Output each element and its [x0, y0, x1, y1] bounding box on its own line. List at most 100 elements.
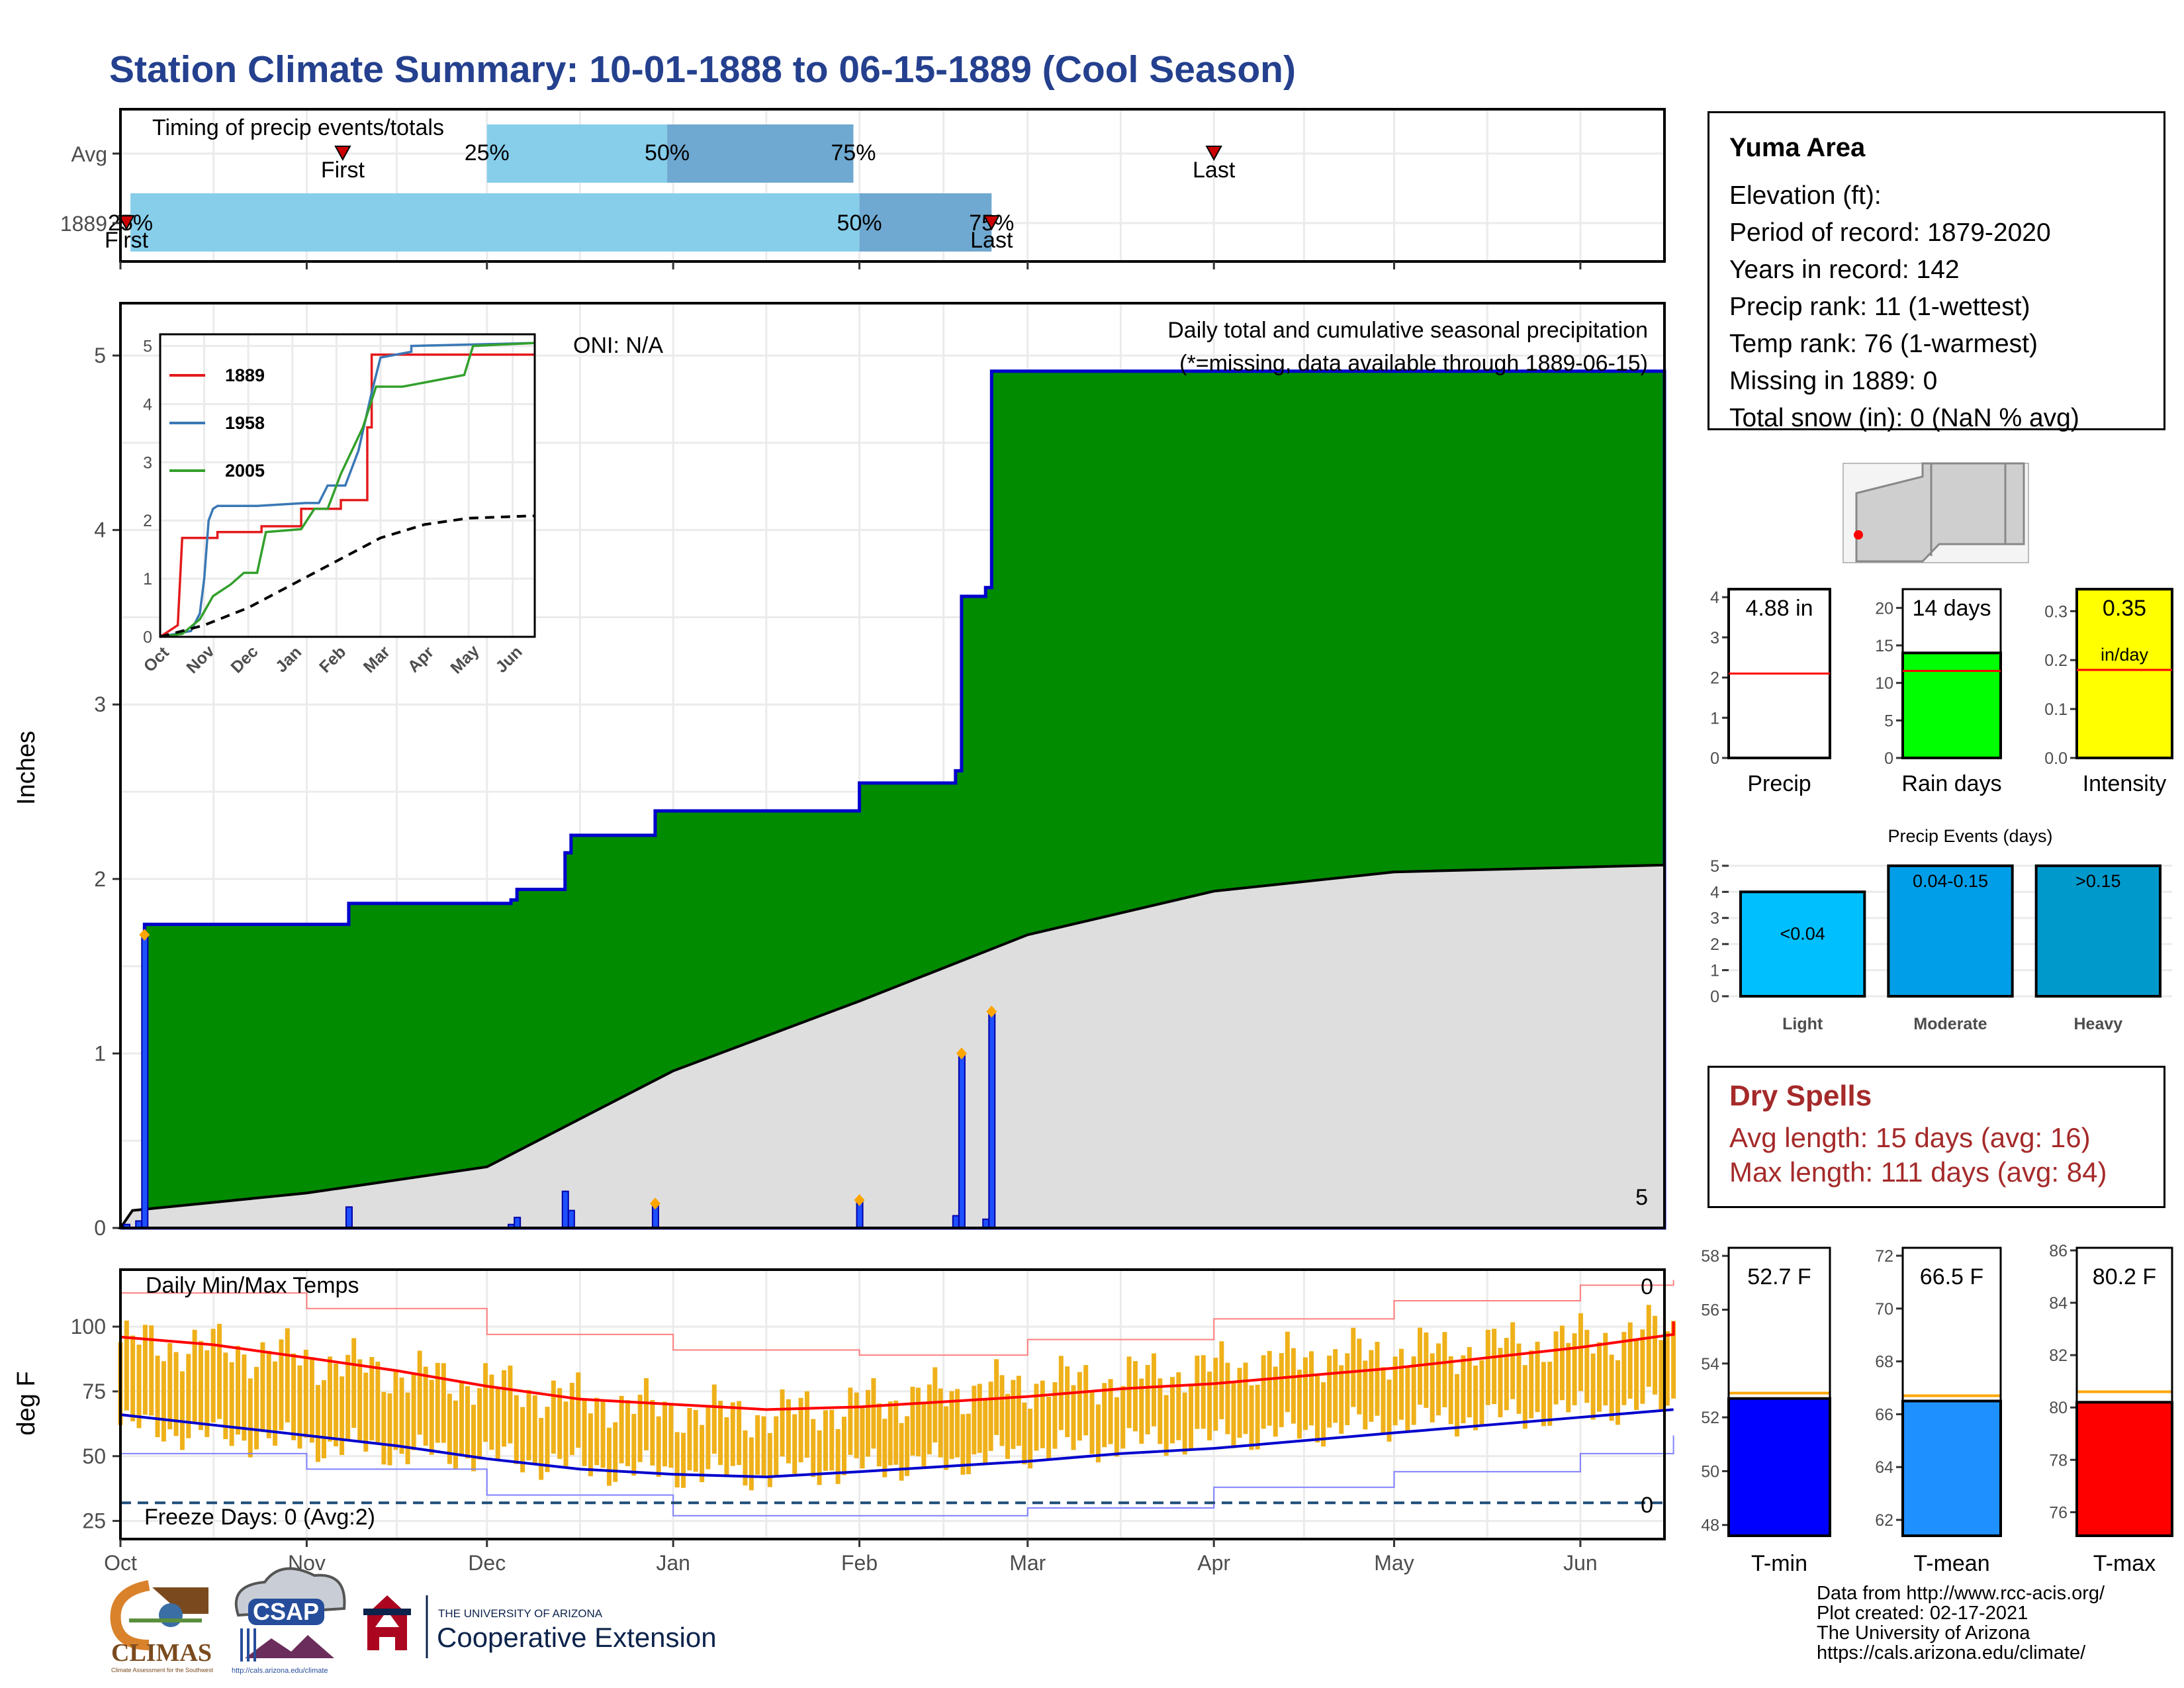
- daily-temp-bar: [1541, 1362, 1546, 1427]
- inset-ytick-label: 1: [143, 570, 152, 588]
- daily-temp-bar: [167, 1342, 173, 1430]
- daily-temp-bar: [743, 1430, 748, 1486]
- daily-temp-bar: [279, 1339, 284, 1430]
- temp-summary-ytick-label: 70: [1875, 1300, 1893, 1319]
- daily-temp-bar: [242, 1354, 247, 1441]
- temp-summary-ytick-label: 62: [1875, 1511, 1893, 1530]
- daily-temp-bar: [1609, 1354, 1614, 1421]
- temps-ytick-label-75: 75: [82, 1380, 106, 1403]
- daily-temp-bar: [223, 1352, 228, 1440]
- daily-temp-bar: [328, 1356, 333, 1442]
- daily-temp-bar: [1522, 1365, 1527, 1429]
- daily-temp-bar: [1102, 1383, 1107, 1448]
- daily-temp-bar: [1392, 1356, 1398, 1426]
- events-bar-Light: [1739, 890, 1866, 998]
- daily-temp-bar: [447, 1393, 452, 1464]
- temp-summary-ytick-label: 56: [1701, 1301, 1719, 1320]
- daily-temp-bar: [1065, 1366, 1070, 1438]
- daily-temp-bar: [435, 1362, 440, 1443]
- precip-subtitle: (*=missing, data available through 1889-…: [1179, 351, 1648, 376]
- daily-temp-bar: [569, 1382, 574, 1456]
- daily-temp-bar: [1145, 1364, 1150, 1434]
- daily-temp-bar: [1510, 1322, 1516, 1399]
- daily-temp-bar: [489, 1374, 494, 1450]
- daily-temp-bar: [345, 1354, 351, 1440]
- event-marker: [986, 1006, 997, 1018]
- daily-temp-bar: [798, 1397, 803, 1463]
- daily-temp-bar: [737, 1401, 742, 1466]
- events-bar-Moderate: [1887, 864, 2014, 998]
- daily-temp-bar: [582, 1399, 587, 1466]
- daily-temp-bar: [619, 1395, 624, 1464]
- daily-temp-bar: [459, 1380, 464, 1455]
- daily-temp-bar: [1132, 1361, 1138, 1432]
- daily-temp-bar: [955, 1389, 960, 1458]
- daily-temp-bar: [1436, 1343, 1441, 1416]
- events-ytick-label: 0: [1710, 988, 1719, 1006]
- timing-row-1889: 1889: [60, 212, 107, 236]
- inset-series-Normal: [159, 514, 535, 638]
- record-min-line: [120, 1435, 1674, 1517]
- daily-temp-bar: [1375, 1342, 1380, 1416]
- avg-bar-q25-q50: [486, 124, 668, 183]
- daily-temp-bar: [205, 1350, 210, 1437]
- daily-temp-bar: [811, 1419, 816, 1477]
- temp-summary-bar-T-max: [2075, 1401, 2173, 1537]
- daily-temp-bar: [315, 1385, 320, 1462]
- avg-last-label: Last: [1193, 158, 1236, 183]
- daily-temp-bar: [136, 1344, 142, 1429]
- temps-title: Daily Min/Max Temps: [146, 1273, 359, 1298]
- avg-first-marker: [334, 146, 351, 162]
- inset-legend-label-1889: 1889: [225, 365, 265, 385]
- event-marker: [139, 929, 150, 941]
- temps-panel: 25 50 75 100 Daily Min/Max Temps Freeze Days:…: [13, 1268, 1676, 1540]
- credit-data-source: Data from http://www.rcc-acis.org/: [1817, 1583, 2105, 1604]
- xtick-label-Feb: Feb: [841, 1551, 878, 1575]
- daily-temp-bar: [1089, 1392, 1095, 1454]
- daily-temp-bar: [1040, 1380, 1045, 1448]
- daily-temp-bar: [1621, 1332, 1627, 1405]
- daily-temp-bar: [236, 1346, 241, 1435]
- temp-summary-category-1: T-mean: [1913, 1551, 1989, 1576]
- precip-ytick-label-5: 5: [94, 344, 106, 367]
- daily-temp-bar: [1231, 1382, 1236, 1448]
- daily-temp-bar: [1291, 1348, 1296, 1424]
- xtick-label-May: May: [1374, 1551, 1414, 1575]
- info-temp-rank: Temp rank: 76 (1-warmest): [1729, 330, 2038, 358]
- info-years: Years in record: 142: [1729, 256, 1960, 284]
- daily-temp-bar: [841, 1417, 846, 1476]
- daily-temp-bar: [1005, 1393, 1010, 1459]
- daily-temp-bar: [1011, 1380, 1016, 1449]
- daily-temp-bar: [882, 1419, 887, 1477]
- xtick-label-Oct: Oct: [104, 1551, 137, 1575]
- daily-temp-bar: [381, 1391, 387, 1465]
- daily-temp-bar: [625, 1400, 630, 1466]
- daily-temp-bar: [972, 1385, 977, 1455]
- daily-temp-bar: [1559, 1325, 1565, 1401]
- daily-temp-bar: [656, 1416, 661, 1477]
- daily-temp-bar: [977, 1383, 982, 1453]
- daily-temp-bar: [423, 1366, 428, 1446]
- daily-temp-bar: [804, 1391, 809, 1458]
- daily-temp-bar: [1170, 1377, 1175, 1444]
- freeze-days-label: Freeze Days: 0 (Avg:2): [144, 1505, 375, 1530]
- daily-temp-bar: [905, 1416, 910, 1476]
- daily-temp-bar: [186, 1354, 191, 1438]
- daily-temp-bar: [1273, 1366, 1278, 1437]
- daily-temp-bar: [1498, 1348, 1503, 1418]
- daily-temp-bar: [1034, 1383, 1039, 1451]
- daily-temp-bar: [774, 1416, 779, 1476]
- precip-title: Daily total and cumulative seasonal prec…: [1167, 318, 1648, 343]
- precip-ytick-label-0: 0: [94, 1216, 106, 1240]
- daily-precip-bar: [514, 1217, 522, 1229]
- summary-ytick-label: 0: [1710, 749, 1719, 768]
- daily-temp-bar: [369, 1357, 375, 1441]
- daily-temp-bar: [229, 1362, 234, 1446]
- summary-ytick-label: 3: [1710, 629, 1719, 647]
- daily-temp-bar: [1182, 1392, 1187, 1455]
- daily-temp-bar: [453, 1400, 458, 1469]
- daily-temp-bar: [303, 1349, 308, 1438]
- daily-temp-bar: [594, 1397, 600, 1466]
- temp-summary-bars: 48 50 52 54 56 58 52.7 F T-min 62 64 66 68 70 72 66.5 …: [1701, 1242, 2173, 1576]
- daily-temp-bar: [1255, 1384, 1260, 1450]
